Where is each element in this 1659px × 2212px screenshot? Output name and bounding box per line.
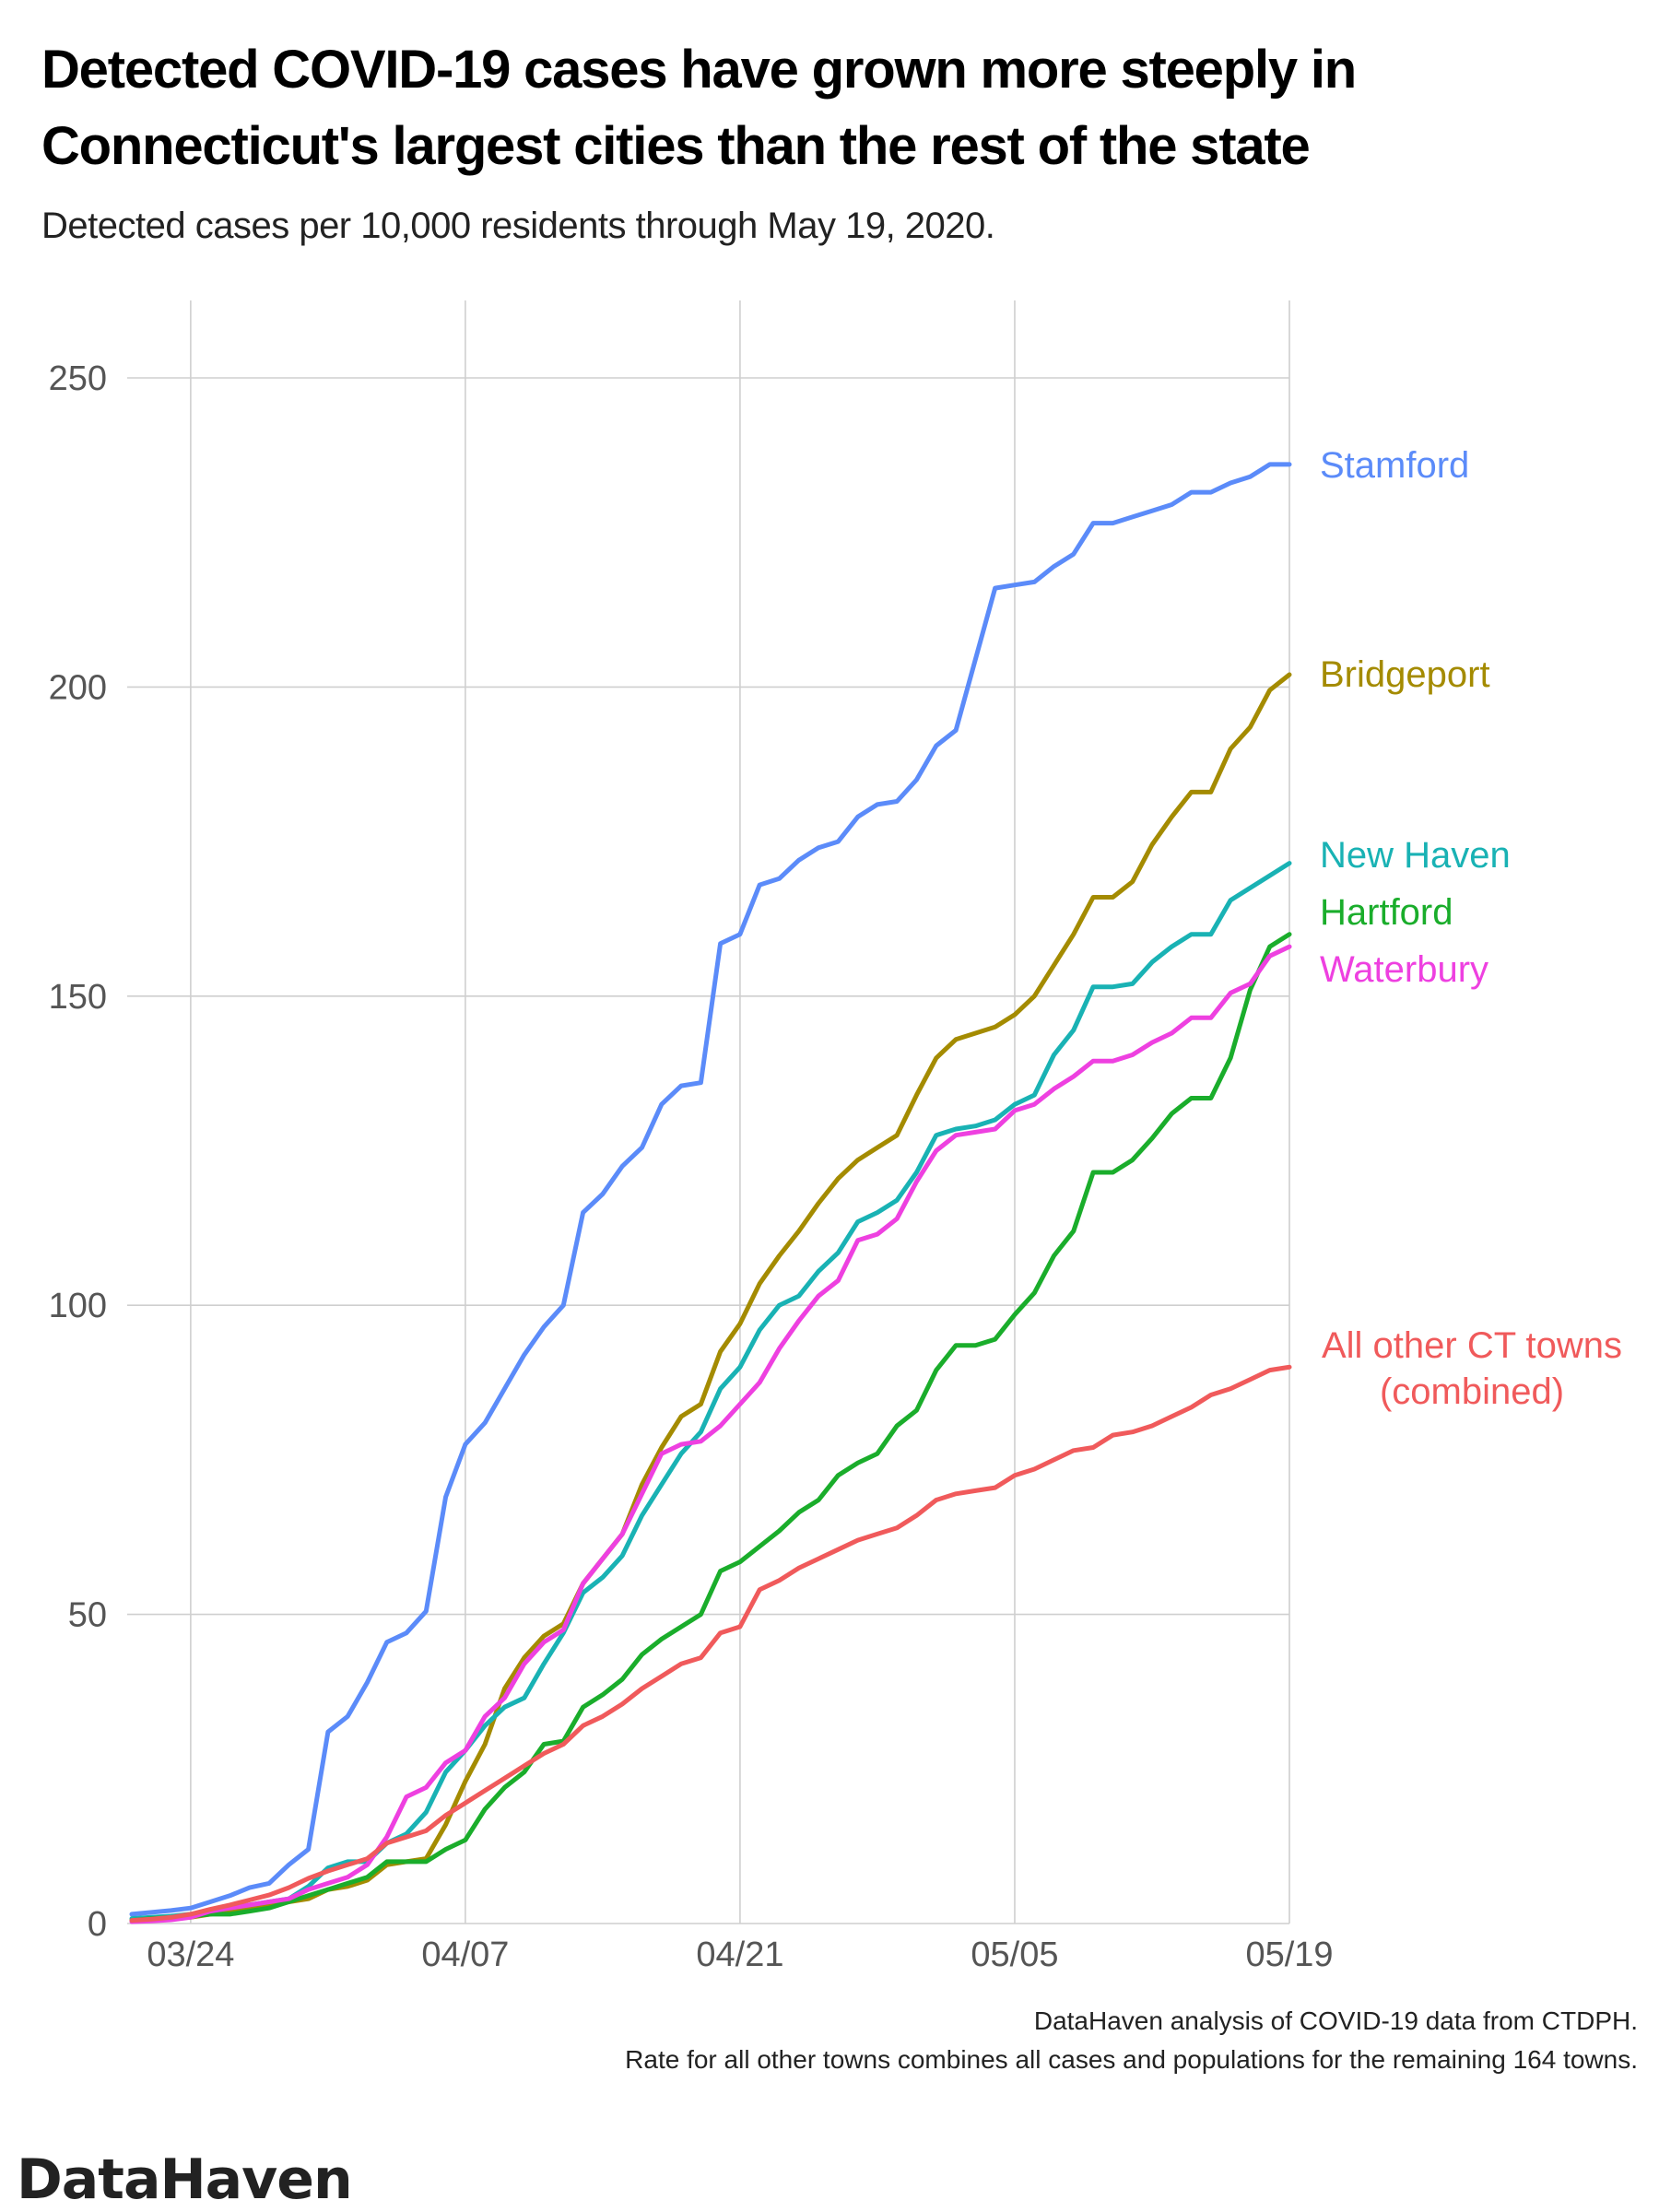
- chart-title-line-2: Connecticut's largest cities than the re…: [41, 116, 1310, 176]
- series-label-bridgeport: Bridgeport: [1320, 654, 1490, 695]
- series-line-waterbury: [129, 944, 1292, 1924]
- x-tick-label: 04/21: [696, 1936, 783, 1974]
- x-tick-label: 03/24: [147, 1936, 234, 1974]
- series-label-hartford: Hartford: [1320, 892, 1453, 933]
- series-label-new-haven: New Haven: [1320, 835, 1511, 876]
- series-line-all-other-ct-towns-combined: [129, 1364, 1292, 1924]
- y-tick-label: 250: [49, 359, 107, 398]
- series-label-stamford: Stamford: [1320, 445, 1469, 486]
- series-label-all-other-ct-towns-combined: All other CT towns: [1322, 1325, 1622, 1366]
- x-tick-label: 04/07: [421, 1936, 509, 1974]
- datahaven-logo: DataHaven: [17, 2147, 352, 2212]
- y-tick-label: 100: [49, 1287, 107, 1325]
- x-axis-ticks: 03/24 04/07 04/21 05/05 05/19: [147, 1936, 1333, 1974]
- gridlines: [127, 300, 1290, 1924]
- x-tick-label: 05/19: [1245, 1936, 1333, 1974]
- series-labels: Stamford Bridgeport New Haven Hartford Water…: [1320, 445, 1622, 1412]
- y-tick-label: 50: [68, 1596, 107, 1635]
- x-tick-label: 05/05: [971, 1936, 1058, 1974]
- chart-title-line-1: Detected COVID-19 cases have grown more …: [41, 40, 1356, 100]
- series-line-hartford: [129, 932, 1292, 1924]
- series-line-stamford: [129, 462, 1292, 1917]
- y-tick-label: 150: [49, 978, 107, 1017]
- series-label-all-other-ct-towns-combined: (combined): [1380, 1371, 1564, 1412]
- series-lines: [129, 462, 1292, 1924]
- series-label-waterbury: Waterbury: [1320, 949, 1488, 990]
- y-axis-ticks: 0 50 100 150 200 250: [49, 359, 107, 1944]
- caption-note: Rate for all other towns combines all ca…: [625, 2045, 1638, 2074]
- y-tick-label: 200: [49, 668, 107, 707]
- caption-source: DataHaven analysis of COVID-19 data from…: [1034, 2006, 1638, 2035]
- y-tick-label: 0: [88, 1905, 107, 1944]
- series-line-bridgeport: [129, 672, 1292, 1924]
- chart-subtitle: Detected cases per 10,000 residents thro…: [41, 206, 994, 246]
